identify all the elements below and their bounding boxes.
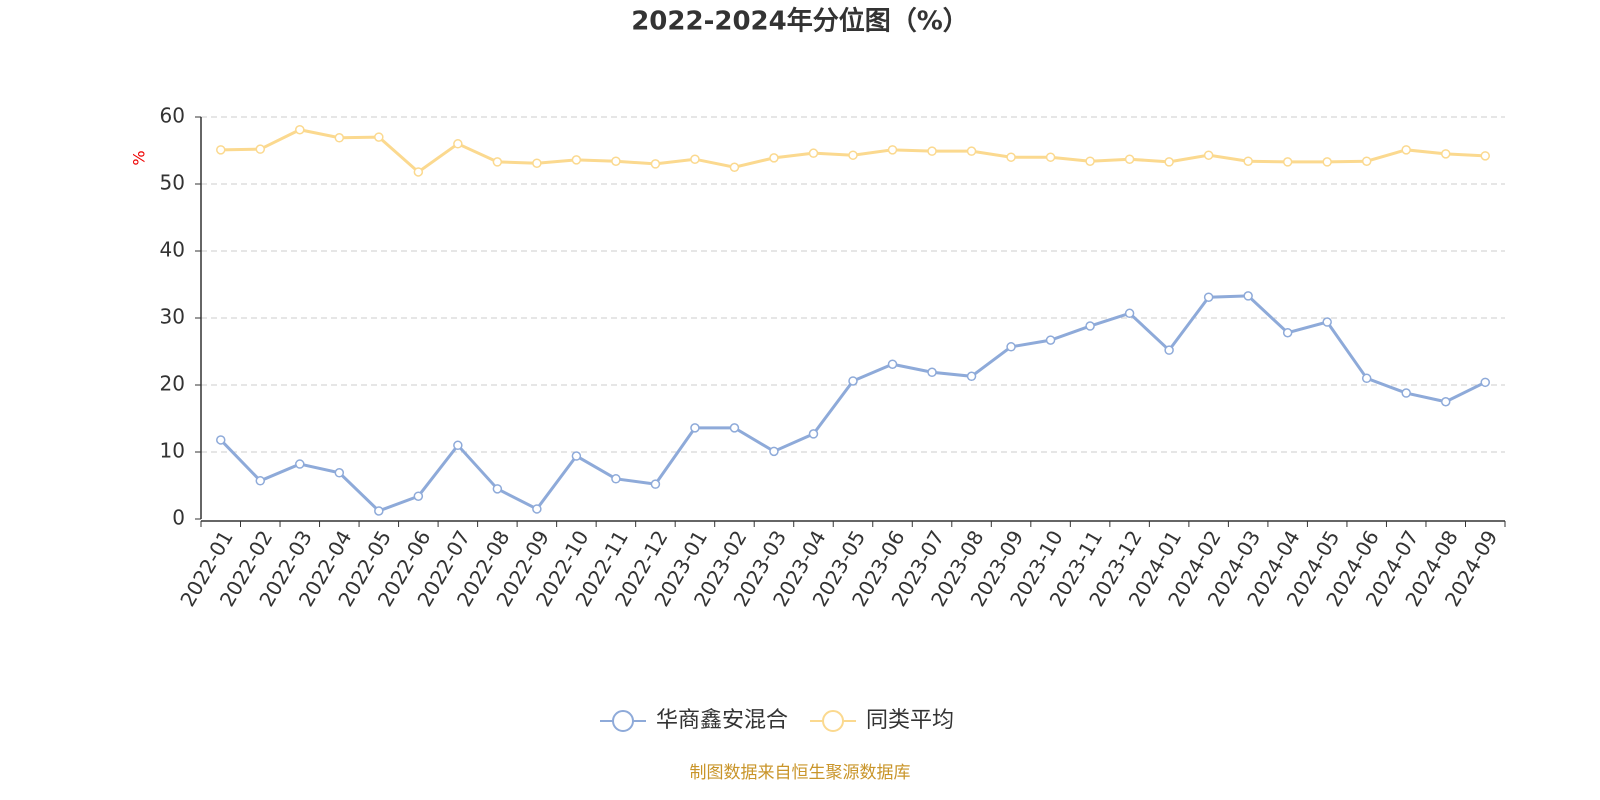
point bbox=[1085, 156, 1095, 166]
point bbox=[1361, 373, 1372, 384]
chart-title: 2022-2024年分位图（%） bbox=[631, 6, 969, 37]
point bbox=[413, 491, 424, 501]
point bbox=[1440, 397, 1451, 407]
point bbox=[295, 124, 305, 135]
point bbox=[927, 367, 937, 378]
point bbox=[1401, 145, 1411, 155]
point bbox=[729, 162, 740, 172]
y-tick-label: 0 bbox=[172, 506, 185, 530]
point bbox=[492, 157, 503, 167]
point bbox=[690, 154, 700, 164]
point bbox=[887, 145, 898, 155]
point bbox=[255, 476, 266, 486]
point bbox=[492, 484, 503, 494]
point bbox=[1085, 321, 1095, 331]
point bbox=[1440, 149, 1451, 159]
point bbox=[216, 145, 226, 155]
point bbox=[1282, 157, 1293, 167]
point bbox=[295, 459, 305, 469]
point bbox=[769, 446, 779, 457]
point bbox=[1045, 152, 1056, 162]
legend-label: 同类平均 bbox=[866, 708, 954, 733]
point bbox=[1243, 156, 1253, 166]
source-note: 制图数据来自恒生聚源数据库 bbox=[690, 763, 911, 783]
point bbox=[374, 132, 384, 142]
point bbox=[1164, 345, 1174, 355]
point bbox=[453, 139, 463, 149]
point bbox=[1243, 291, 1253, 301]
point bbox=[966, 371, 977, 382]
y-tick-label: 60 bbox=[160, 104, 185, 128]
point bbox=[848, 376, 858, 386]
point bbox=[1124, 308, 1135, 319]
legend-marker bbox=[822, 710, 845, 732]
point bbox=[769, 153, 779, 163]
point bbox=[571, 451, 582, 461]
point bbox=[1480, 377, 1490, 388]
y-tick-label: 30 bbox=[160, 305, 185, 329]
legend-marker bbox=[612, 710, 634, 732]
point bbox=[650, 159, 661, 169]
point bbox=[571, 155, 582, 165]
point bbox=[1124, 154, 1135, 164]
y-axis-label: % bbox=[130, 150, 149, 165]
y-tick-label: 50 bbox=[160, 171, 185, 195]
point bbox=[808, 148, 819, 158]
point bbox=[690, 423, 700, 433]
point bbox=[532, 504, 542, 514]
point bbox=[927, 146, 937, 156]
point bbox=[650, 479, 661, 489]
point bbox=[808, 429, 819, 439]
point bbox=[1164, 157, 1174, 167]
point bbox=[453, 440, 463, 451]
y-tick-label: 20 bbox=[160, 372, 185, 396]
point bbox=[611, 156, 621, 166]
point bbox=[374, 506, 384, 516]
y-tick-label: 10 bbox=[160, 439, 185, 463]
point bbox=[1203, 150, 1214, 160]
point bbox=[887, 359, 898, 369]
point bbox=[1480, 151, 1490, 161]
point bbox=[334, 133, 345, 143]
point bbox=[334, 468, 345, 478]
point bbox=[413, 167, 424, 177]
point bbox=[532, 158, 542, 168]
point bbox=[848, 150, 858, 160]
point bbox=[1282, 327, 1293, 338]
y-tick-label: 40 bbox=[160, 238, 185, 262]
point bbox=[1045, 335, 1056, 345]
point bbox=[216, 435, 226, 445]
point bbox=[1203, 292, 1214, 302]
point bbox=[1322, 317, 1332, 327]
point bbox=[1006, 152, 1016, 162]
point bbox=[611, 474, 621, 484]
point bbox=[1401, 388, 1411, 398]
series-line bbox=[219, 294, 1486, 513]
point bbox=[966, 146, 977, 156]
point bbox=[1322, 157, 1332, 167]
legend-label: 华商鑫安混合 bbox=[656, 708, 788, 733]
point bbox=[255, 144, 266, 154]
point bbox=[729, 423, 740, 433]
point bbox=[1006, 342, 1016, 352]
point bbox=[1361, 156, 1372, 166]
